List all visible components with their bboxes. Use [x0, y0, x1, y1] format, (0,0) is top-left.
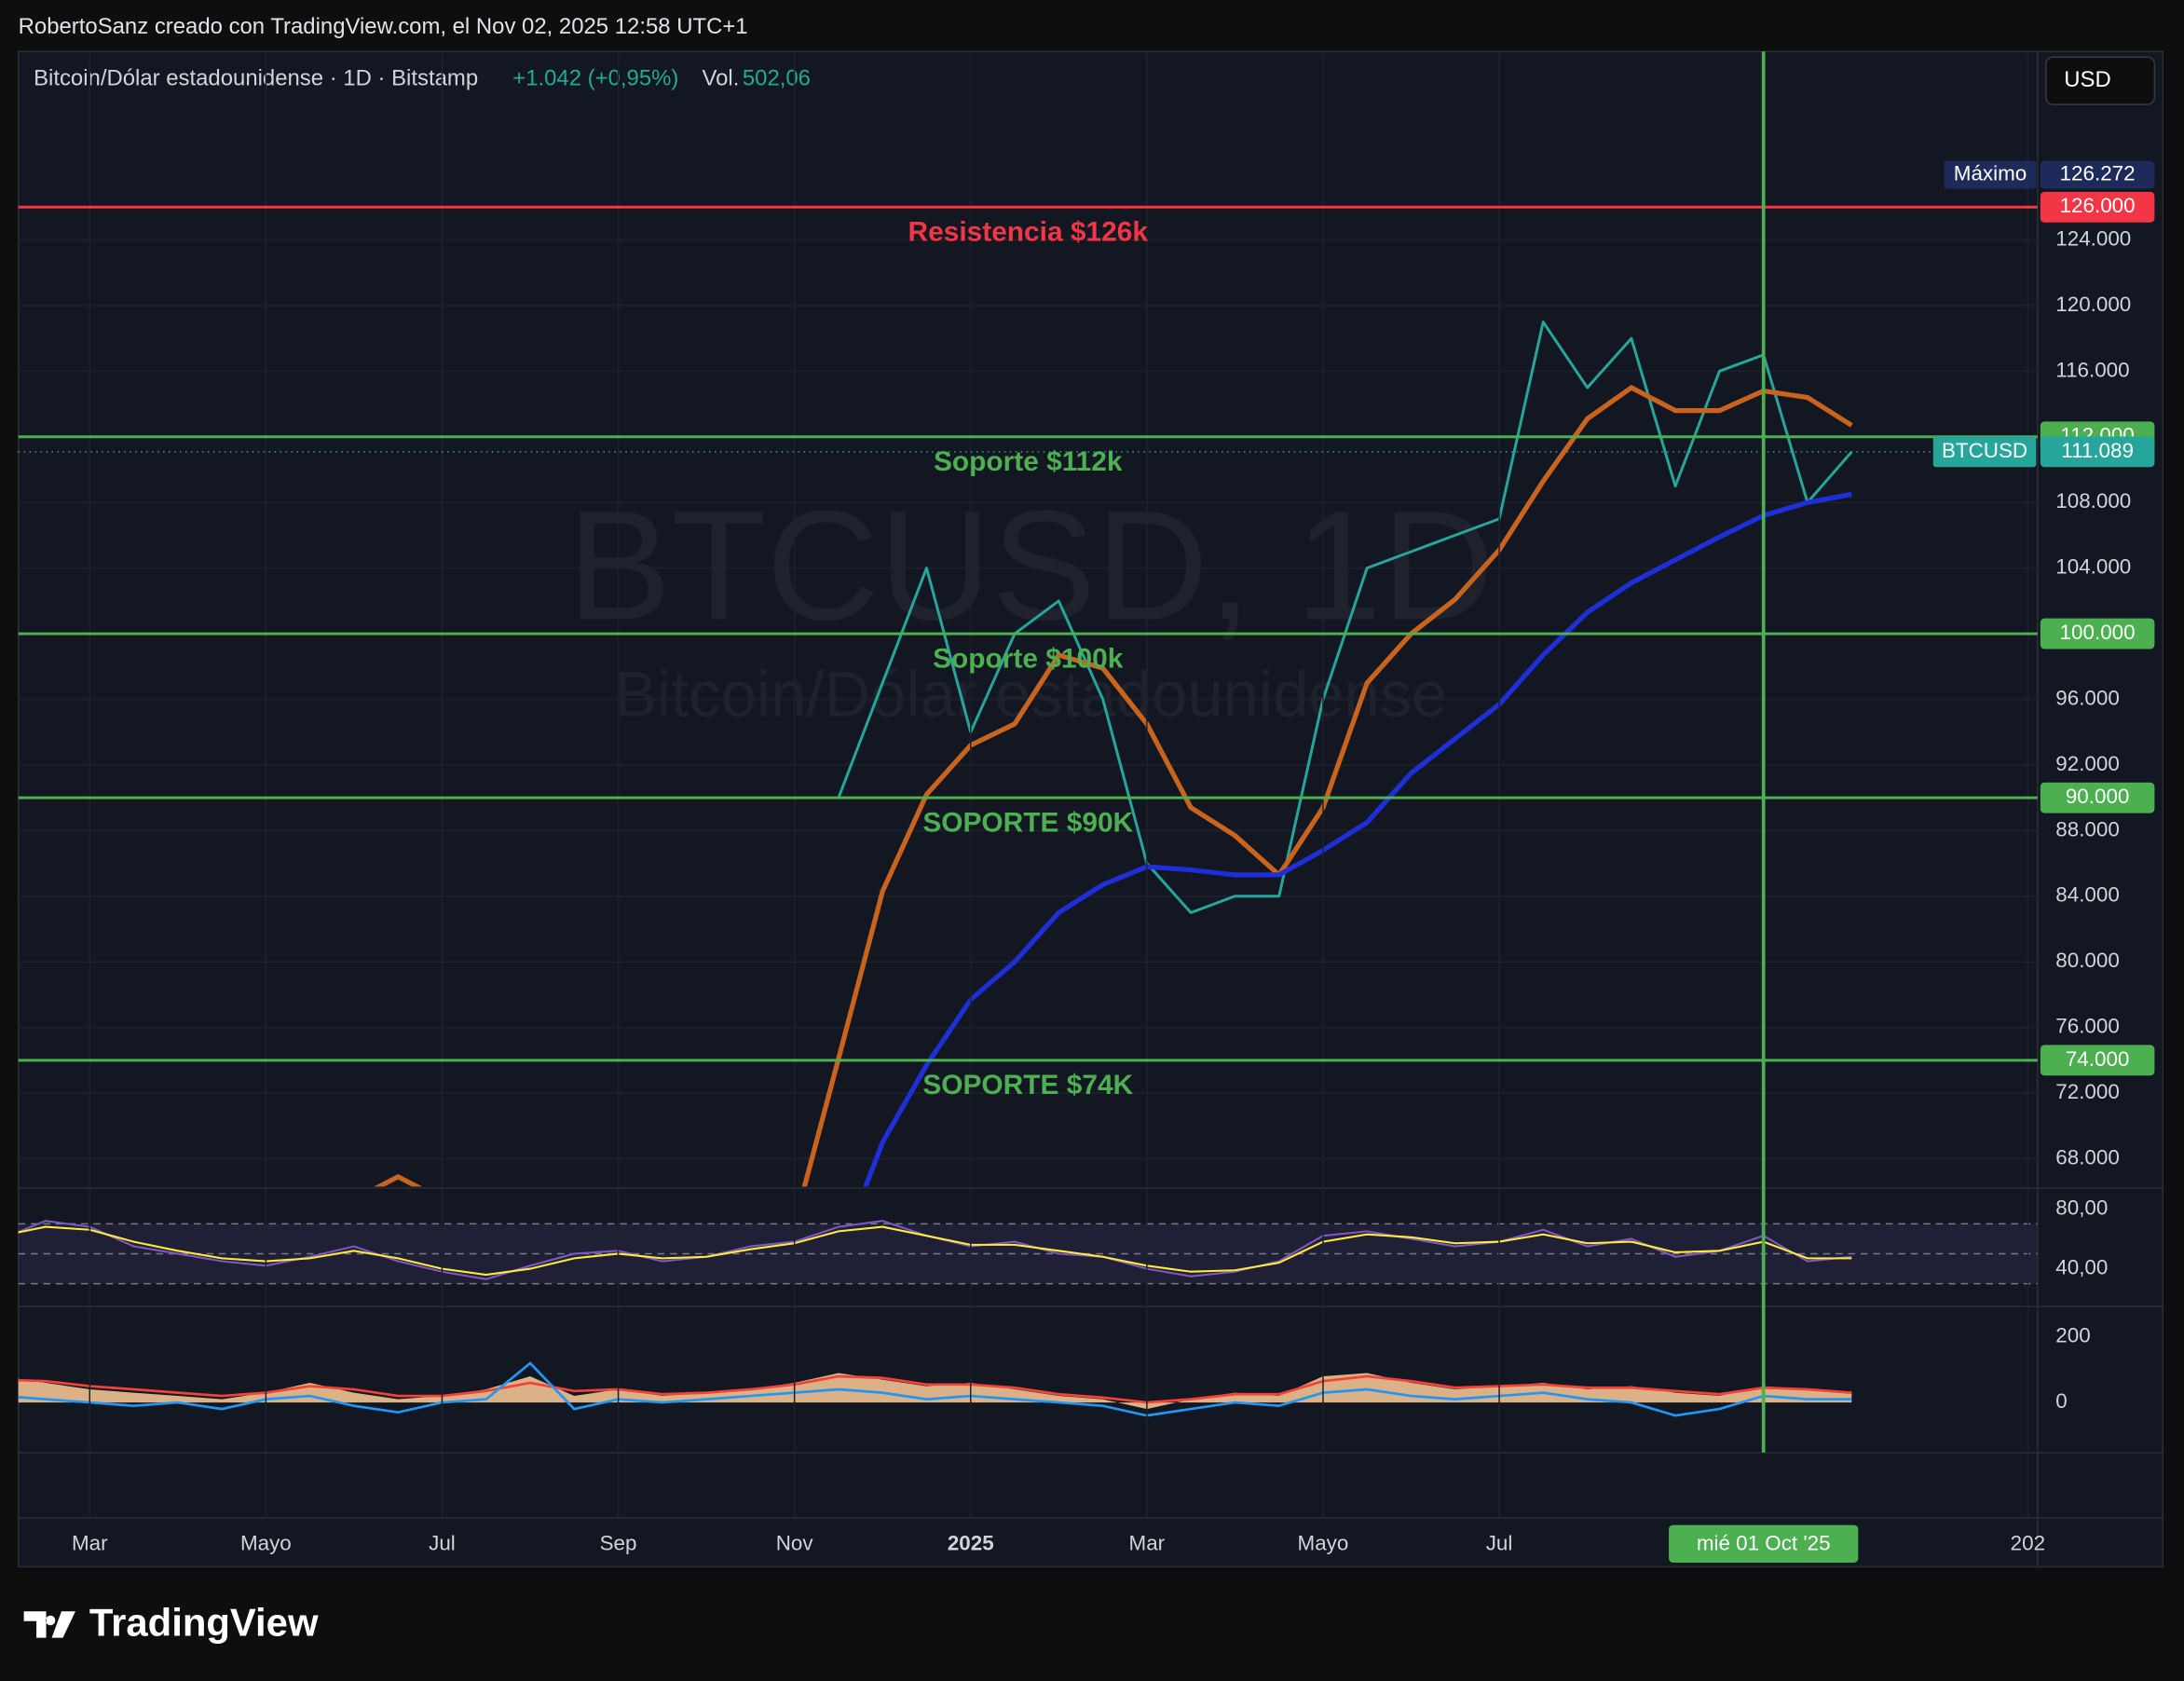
watermark: BTCUSD, 1D [567, 478, 1495, 652]
osc-tick-label: 0 [2055, 1389, 2067, 1413]
level-tag [2040, 1045, 2155, 1076]
last-price-label: 111.089 [2061, 439, 2134, 462]
x-tick-label: Mar [1129, 1531, 1166, 1554]
rsi-tick-label: 80,00 [2055, 1196, 2108, 1219]
y-tick-label: 124.000 [2055, 226, 2131, 250]
volume: 502,06 [743, 66, 811, 91]
y-tick-label: 76.000 [2055, 1015, 2120, 1038]
level-tag-label: 74.000 [2066, 1047, 2130, 1071]
plot: 68.000 72.000 76.000 80.000 84.000 88.000 92.0… [18, 51, 2155, 1563]
y-tick-label: 116.000 [2055, 358, 2129, 381]
y-tick-label: 96.000 [2055, 686, 2120, 709]
level-tag-label: 90.000 [2066, 785, 2130, 808]
header: RobertoSanz creado con TradingView.com, … [19, 14, 748, 39]
symbol: Bitcoin/Dólar estadounidense · 1D · Bits… [34, 66, 478, 91]
x-tick-label: Mayo [1298, 1531, 1349, 1554]
y-tick-label: 80.000 [2055, 949, 2120, 972]
level-label: Resistencia $126k [908, 217, 1149, 248]
x-tick-label: Mayo [240, 1531, 292, 1554]
logo: TradingView [89, 1600, 319, 1644]
level-label: SOPORTE $90K [922, 807, 1133, 838]
y-tick-label: 88.000 [2055, 817, 2120, 840]
level-label: SOPORTE $74K [922, 1070, 1133, 1100]
level-tag [2040, 191, 2155, 223]
level-label: Soporte $100k [933, 643, 1124, 674]
last-price-tag [2040, 436, 2155, 468]
watermark-sub: Bitcoin/Dólar estadounidense [614, 658, 1447, 730]
osc-tick-label: 200 [2055, 1324, 2090, 1347]
x-tick-label: Mar [72, 1531, 108, 1554]
y-tick-label: 84.000 [2055, 883, 2120, 907]
x-tick-label: Jul [1486, 1531, 1513, 1554]
y-tick-label: 120.000 [2055, 293, 2131, 316]
high-name-box [1944, 160, 2037, 189]
y-tick-label: 92.000 [2055, 752, 2120, 775]
rsi-line [18, 1225, 1852, 1277]
level-tag [2040, 782, 2155, 813]
logo-icon [23, 1611, 75, 1638]
level-tag-label: 100.000 [2060, 621, 2136, 644]
level-label: Soporte $112k [934, 446, 1123, 477]
level-tag [2040, 618, 2155, 649]
y-tick-label: 68.000 [2055, 1145, 2120, 1168]
chart-frame [17, 50, 2164, 1568]
y-tick-label: 104.000 [2055, 555, 2131, 579]
rsi-pane [18, 1220, 2038, 1285]
high-tag [2040, 160, 2155, 189]
change: +1.042 (+0,95%) [512, 66, 678, 91]
osc-pane [18, 1361, 1852, 1417]
osc-line [18, 1374, 1852, 1404]
high-name: Máximo [1954, 162, 2027, 185]
level-tag-label: 126.000 [2060, 194, 2136, 217]
moving-average [863, 491, 1852, 1187]
rsi-tick-label: 40,00 [2055, 1256, 2108, 1279]
crosshair-tag [1669, 1524, 1859, 1563]
x-tick-label: Sep [600, 1531, 637, 1554]
last-name: BTCUSD [1942, 439, 2027, 462]
high-label: 126.272 [2060, 162, 2136, 185]
x-tick-label: 202 [2011, 1531, 2045, 1554]
crosshair-label: mié 01 Oct '25 [1697, 1531, 1831, 1554]
currency-button[interactable] [2045, 56, 2156, 105]
x-tick-label: Nov [776, 1531, 814, 1554]
x-tick-label: Jul [429, 1531, 456, 1554]
currency[interactable]: USD [2064, 67, 2110, 92]
volume-label: Vol. [703, 66, 740, 91]
y-tick-label: 72.000 [2055, 1080, 2120, 1103]
last-name-box [1932, 436, 2037, 468]
osc-line [18, 1361, 1852, 1417]
y-tick-label: 108.000 [2055, 489, 2131, 512]
x-tick-label: 2025 [948, 1531, 994, 1554]
